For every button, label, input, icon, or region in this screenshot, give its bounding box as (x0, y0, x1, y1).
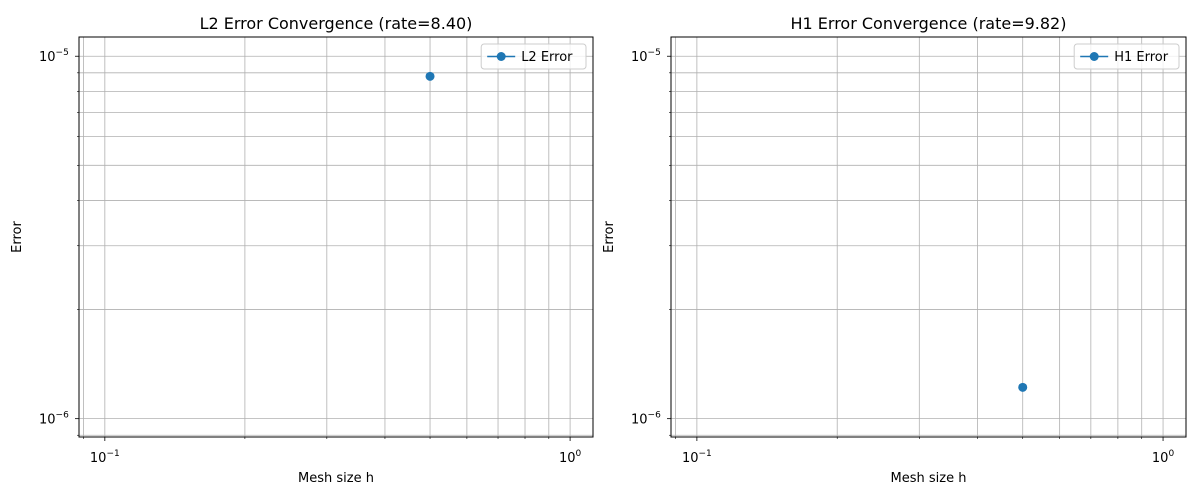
legend-box (1073, 43, 1180, 70)
legend-label: H1 Error (1114, 50, 1169, 65)
data-point (425, 71, 435, 81)
chart-2: 10−1 100 10−6 10−5 H1 Error H1 Error Converge… (602, 14, 1187, 486)
y-axis-label: Error (602, 221, 617, 253)
x-tick-label: 100 (1152, 449, 1175, 466)
chart-title: H1 Error Convergence (rate=9.82) (791, 14, 1067, 33)
y-tick-label: 10−5 (631, 48, 661, 65)
legend-box (480, 43, 587, 70)
x-tick-label: 100 (559, 449, 582, 466)
legend-label: L2 Error (521, 50, 573, 65)
x-tick-label: 10−1 (682, 449, 712, 466)
data-point (1018, 382, 1028, 392)
legend: L2 Error (480, 43, 587, 70)
y-axis-label: Error (10, 221, 25, 253)
y-tick-label: 10−5 (39, 48, 69, 65)
axes-frame (78, 36, 594, 438)
chart-1: 10−1 100 10−6 10−5 L2 Error L2 Error Converge… (10, 14, 594, 486)
grid (671, 37, 1186, 437)
chart-title: L2 Error Convergence (rate=8.40) (200, 14, 473, 33)
legend-marker (1089, 52, 1099, 61)
y-tick-label: 10−6 (39, 411, 69, 428)
plot-area (79, 37, 593, 437)
y-tick-label: 10−6 (631, 411, 661, 428)
legend-marker (496, 52, 506, 61)
axes-frame (670, 36, 1187, 438)
x-tick-label: 10−1 (90, 449, 120, 466)
legend: H1 Error (1073, 43, 1180, 70)
plot-area (671, 37, 1186, 437)
x-axis-label: Mesh size h (891, 471, 967, 486)
x-axis-label: Mesh size h (298, 471, 374, 486)
